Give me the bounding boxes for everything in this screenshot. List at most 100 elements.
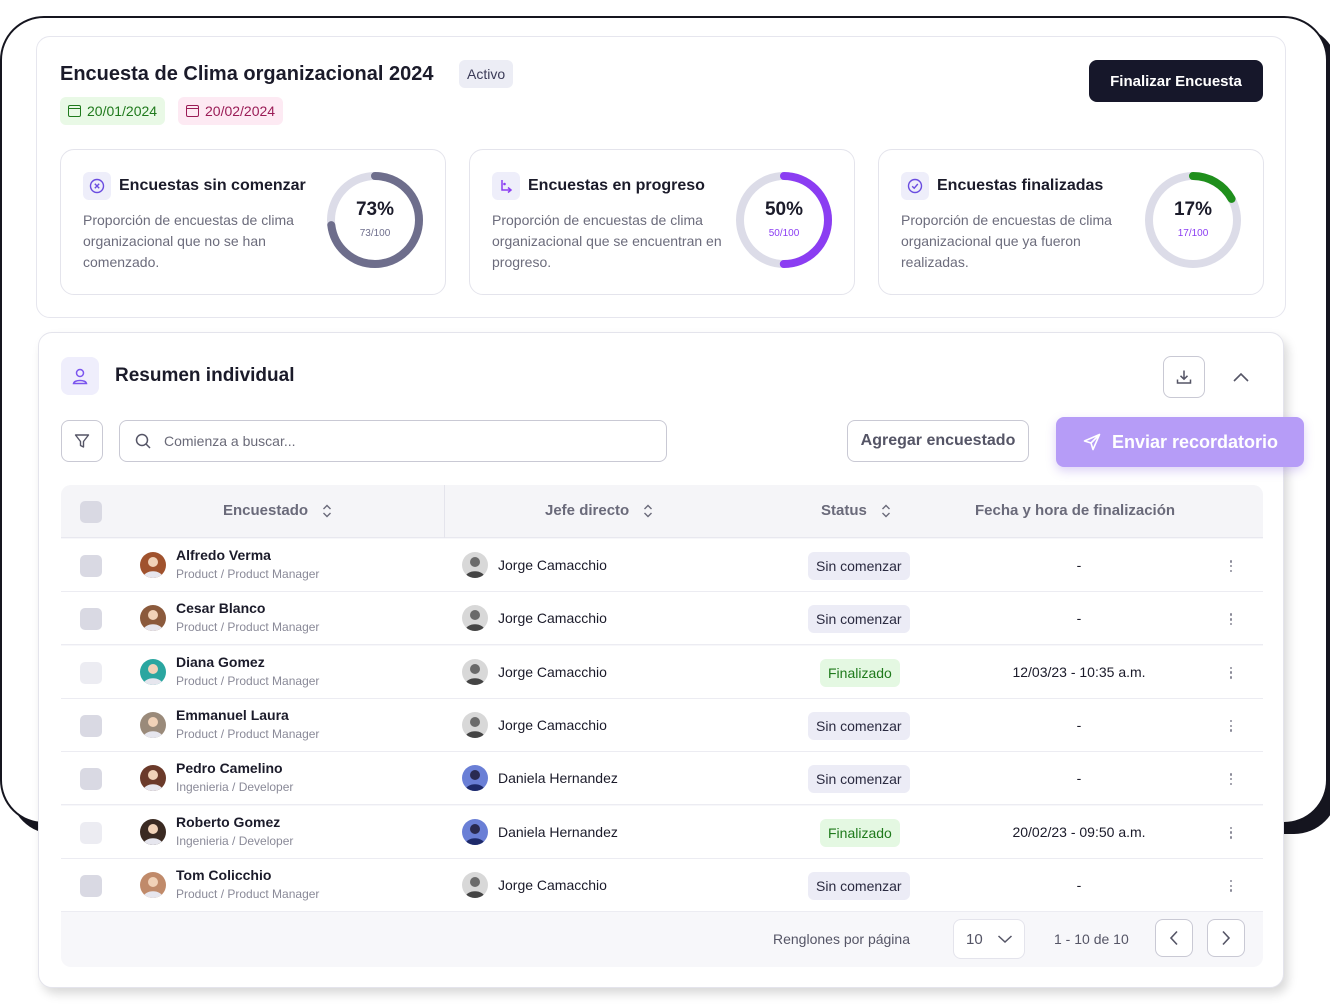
table-row[interactable]: Roberto Gomez Ingenieria / Developer Danie…	[61, 805, 1263, 859]
avatar	[140, 552, 166, 578]
row-checkbox[interactable]	[80, 874, 102, 897]
add-respondent-button[interactable]: Agregar encuestado	[847, 420, 1029, 462]
chevron-up-icon	[1233, 372, 1249, 382]
stat-description: Proporción de encuestas de clima organiz…	[83, 212, 294, 270]
finish-date: 20/02/23 - 09:50 a.m.	[1012, 823, 1146, 840]
stat-card-in-progress: Encuestas en progreso Proporción de encu…	[469, 149, 855, 295]
boss-avatar	[462, 765, 488, 792]
donut-chart	[1145, 172, 1241, 268]
donut-progress	[1145, 172, 1241, 268]
finish-date: 12/03/23 - 10:35 a.m.	[1012, 663, 1146, 680]
respondent-role: Ingenieria / Developer	[176, 780, 294, 795]
avatar	[140, 711, 166, 738]
donut-chart	[736, 172, 832, 268]
avatar	[140, 658, 166, 685]
start-date-chip: 20/01/2024	[60, 97, 166, 125]
row-checkbox[interactable]	[80, 821, 102, 844]
table-row[interactable]: Emmanuel Laura Product / Product Manager J…	[61, 698, 1263, 752]
row-menu-icon[interactable]	[1226, 717, 1236, 735]
sort-icon	[644, 504, 653, 517]
table-row[interactable]: Tom Colicchio Product / Product Manager Jo…	[61, 858, 1263, 912]
respondent-name: Roberto Gomez	[176, 813, 281, 830]
donut-percent: 17%	[1173, 199, 1213, 220]
boss-name: Jorge Camacchio	[498, 557, 607, 573]
boss-avatar	[462, 552, 488, 578]
select-all-checkbox[interactable]	[80, 501, 102, 523]
sort-icon	[323, 504, 332, 517]
rows-per-page-select[interactable]: 10	[953, 919, 1025, 959]
donut-progress	[327, 172, 423, 268]
status-badge: Sin comenzar	[808, 605, 910, 634]
page-range: 1 - 10 de 10	[1054, 931, 1129, 947]
next-page-button[interactable]	[1207, 919, 1245, 957]
chevron-down-icon	[997, 935, 1012, 944]
summary-card: Resumen individual Agregar encuestado En…	[38, 332, 1304, 988]
sort-icon	[881, 504, 890, 517]
collapse-button[interactable]	[1225, 361, 1257, 393]
end-date-chip: 20/02/2024	[178, 97, 284, 125]
column-header-finish-date[interactable]: Fecha y hora de finalización	[975, 502, 1176, 519]
finish-survey-button[interactable]: Finalizar Encuesta	[1089, 60, 1263, 102]
stat-description: Proporción de encuestas de clima organiz…	[901, 212, 1112, 270]
column-header-status[interactable]: Status	[821, 502, 891, 519]
respondent-role: Product / Product Manager	[176, 886, 320, 901]
calendar-icon	[186, 105, 199, 117]
row-menu-icon[interactable]	[1226, 557, 1236, 575]
boss-name: Jorge Camacchio	[498, 610, 607, 627]
download-button[interactable]	[1163, 356, 1205, 398]
boss-name: Jorge Camacchio	[498, 716, 607, 733]
row-checkbox[interactable]	[80, 555, 102, 577]
row-menu-icon[interactable]	[1226, 664, 1236, 682]
column-separator	[444, 485, 445, 538]
stat-title: Encuestas finalizadas	[937, 177, 1104, 194]
stat-card-finished: Encuestas finalizadas Proporción de encu…	[878, 149, 1264, 295]
table-row[interactable]: Alfredo Verma Product / Product Manager Jo…	[61, 539, 1263, 592]
status-badge: Sin comenzar	[808, 552, 910, 580]
row-menu-icon[interactable]	[1226, 610, 1236, 628]
respondent-name: Pedro Camelino	[176, 760, 283, 777]
row-checkbox[interactable]	[80, 714, 102, 737]
respondent-name: Diana Gomez	[176, 653, 265, 670]
status-badge: Finalizado	[820, 818, 900, 847]
donut-percent: 50%	[764, 199, 804, 220]
check-circle-icon	[901, 172, 929, 200]
column-header-respondent[interactable]: Encuestado	[223, 502, 332, 519]
survey-title: Encuesta de Clima organizacional 2024	[60, 63, 434, 85]
respondent-role: Ingenieria / Developer	[176, 833, 294, 848]
column-header-boss[interactable]: Jefe directo	[545, 502, 653, 519]
filter-button[interactable]	[61, 420, 103, 462]
boss-name: Daniela Hernandez	[498, 823, 618, 840]
respondent-role: Product / Product Manager	[176, 673, 320, 688]
boss-name: Jorge Camacchio	[498, 663, 607, 680]
send-icon	[1083, 433, 1101, 451]
row-menu-icon[interactable]	[1226, 877, 1236, 895]
search-input[interactable]	[164, 433, 644, 449]
boss-name: Daniela Hernandez	[498, 770, 618, 787]
stat-title: Encuestas sin comenzar	[119, 177, 306, 194]
finish-date: -	[1076, 557, 1082, 573]
table-row[interactable]: Pedro Camelino Ingenieria / Developer Dani…	[61, 752, 1263, 806]
avatar	[140, 765, 166, 792]
avatar	[140, 818, 166, 845]
send-reminder-button[interactable]: Enviar recordatorio	[1056, 417, 1304, 467]
avatar	[140, 871, 166, 898]
respondent-role: Product / Product Manager	[176, 726, 320, 741]
table-row[interactable]: Cesar Blanco Product / Product Manager Jor…	[61, 592, 1263, 646]
respondent-name: Alfredo Verma	[176, 547, 271, 563]
avatar	[140, 605, 166, 632]
row-checkbox[interactable]	[80, 768, 102, 791]
search-box[interactable]	[119, 420, 667, 462]
row-menu-icon[interactable]	[1226, 824, 1236, 842]
table-row[interactable]: Diana Gomez Product / Product Manager Jorg…	[61, 645, 1263, 699]
row-checkbox[interactable]	[80, 661, 102, 684]
start-date: 20/01/2024	[87, 103, 158, 119]
row-checkbox[interactable]	[80, 608, 102, 631]
finish-date: -	[1076, 716, 1082, 733]
rows-per-page-label: Renglones por página	[773, 931, 910, 947]
respondent-name: Emmanuel Laura	[176, 706, 289, 723]
previous-page-button[interactable]	[1155, 919, 1193, 957]
row-menu-icon[interactable]	[1226, 770, 1236, 788]
finish-date: -	[1076, 876, 1082, 893]
status-badge: Activo	[459, 60, 514, 88]
stat-card-not-started: Encuestas sin comenzar Proporción de enc…	[60, 149, 446, 295]
